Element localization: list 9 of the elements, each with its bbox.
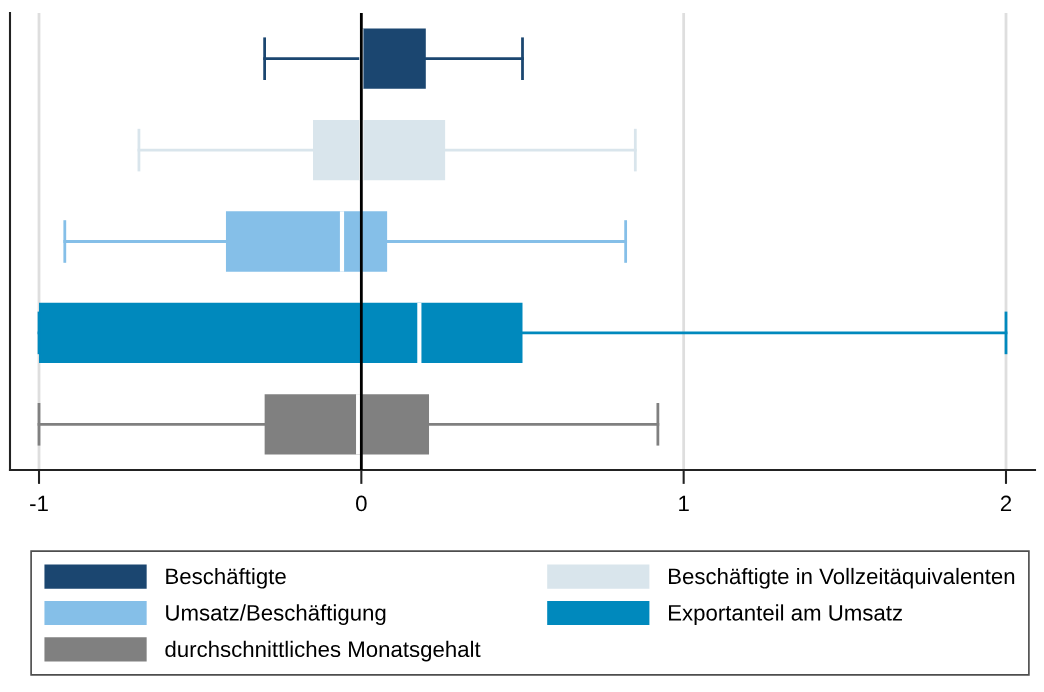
- x-tick-label: 2: [1000, 495, 1012, 512]
- legend-label: Umsatz/Beschäftigung: [166, 604, 386, 626]
- x-tick-label: -1: [30, 495, 48, 512]
- x-tick-label: 1: [679, 495, 689, 512]
- legend-label: Beschäftigte: [166, 567, 286, 589]
- legend-label: durchschnittliches Monatsgehalt: [165, 640, 481, 662]
- legend-label: Beschäftigte in Vollzeitäquivalenten: [669, 567, 1015, 589]
- x-tick-label: 0: [356, 495, 367, 512]
- legend-label: Exportanteil am Umsatz: [669, 604, 902, 626]
